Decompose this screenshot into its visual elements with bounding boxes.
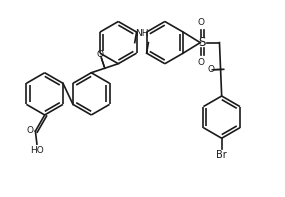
Text: O: O	[207, 65, 214, 74]
Text: O: O	[26, 126, 33, 135]
Text: O: O	[198, 58, 205, 67]
Text: O: O	[97, 50, 104, 59]
Text: Br: Br	[216, 150, 227, 160]
Text: NH: NH	[135, 29, 148, 38]
Text: S: S	[198, 36, 205, 49]
Text: O: O	[198, 18, 205, 27]
Text: HO: HO	[30, 146, 44, 155]
